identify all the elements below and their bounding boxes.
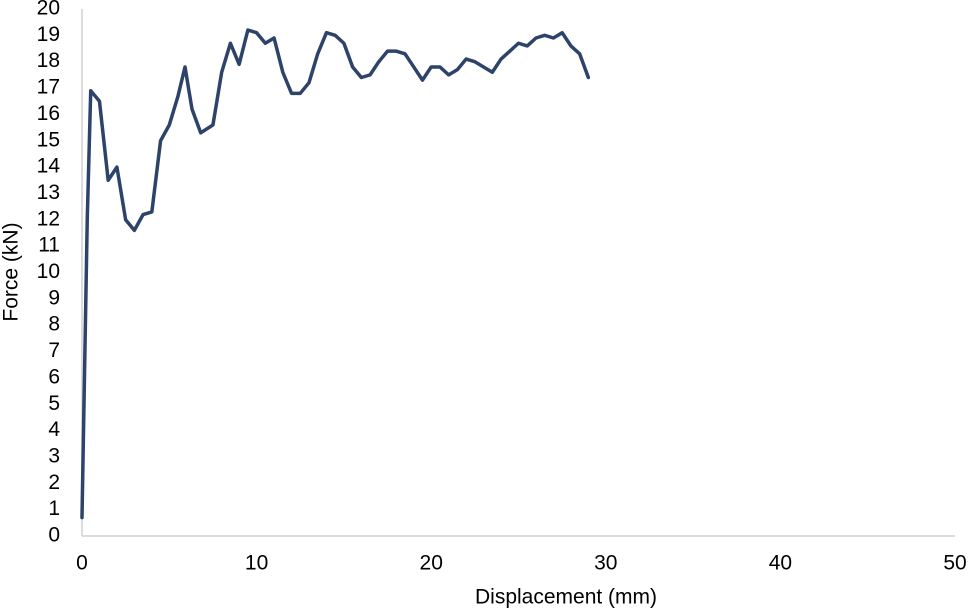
y-tick-label: 12 (37, 207, 60, 230)
x-tick-label: 30 (594, 552, 617, 575)
x-tick-label: 0 (76, 552, 88, 575)
y-tick-label: 1 (48, 497, 60, 520)
y-tick-label: 20 (37, 0, 60, 20)
x-axis-title: Displacement (mm) (475, 586, 657, 609)
y-tick-label: 6 (48, 365, 60, 388)
y-tick-label: 0 (48, 524, 60, 547)
y-tick-label: 8 (48, 313, 60, 336)
y-tick-label: 2 (48, 471, 60, 494)
x-tick-label: 20 (420, 552, 443, 575)
y-tick-label: 11 (38, 234, 60, 257)
y-tick-label: 9 (48, 286, 60, 309)
x-tick-label: 10 (245, 552, 268, 575)
data-line (80, 28, 591, 520)
y-tick-label: 16 (37, 102, 60, 125)
y-tick-label: 17 (37, 76, 60, 99)
y-tick-label: 5 (48, 392, 60, 415)
y-tick-label: 14 (37, 155, 61, 178)
x-tick-label: 40 (769, 552, 792, 575)
y-tick-label: 4 (48, 418, 60, 441)
x-tick-label: 50 (943, 552, 966, 575)
y-tick-label: 15 (37, 128, 60, 151)
y-tick-label: 19 (37, 23, 60, 46)
y-axis-title: Force (kN) (0, 222, 23, 321)
y-tick-label: 7 (48, 339, 60, 362)
y-tick-label: 10 (37, 260, 60, 283)
y-tick-label: 3 (48, 444, 60, 467)
y-tick-label: 13 (37, 181, 60, 204)
y-tick-label: 18 (37, 49, 60, 72)
